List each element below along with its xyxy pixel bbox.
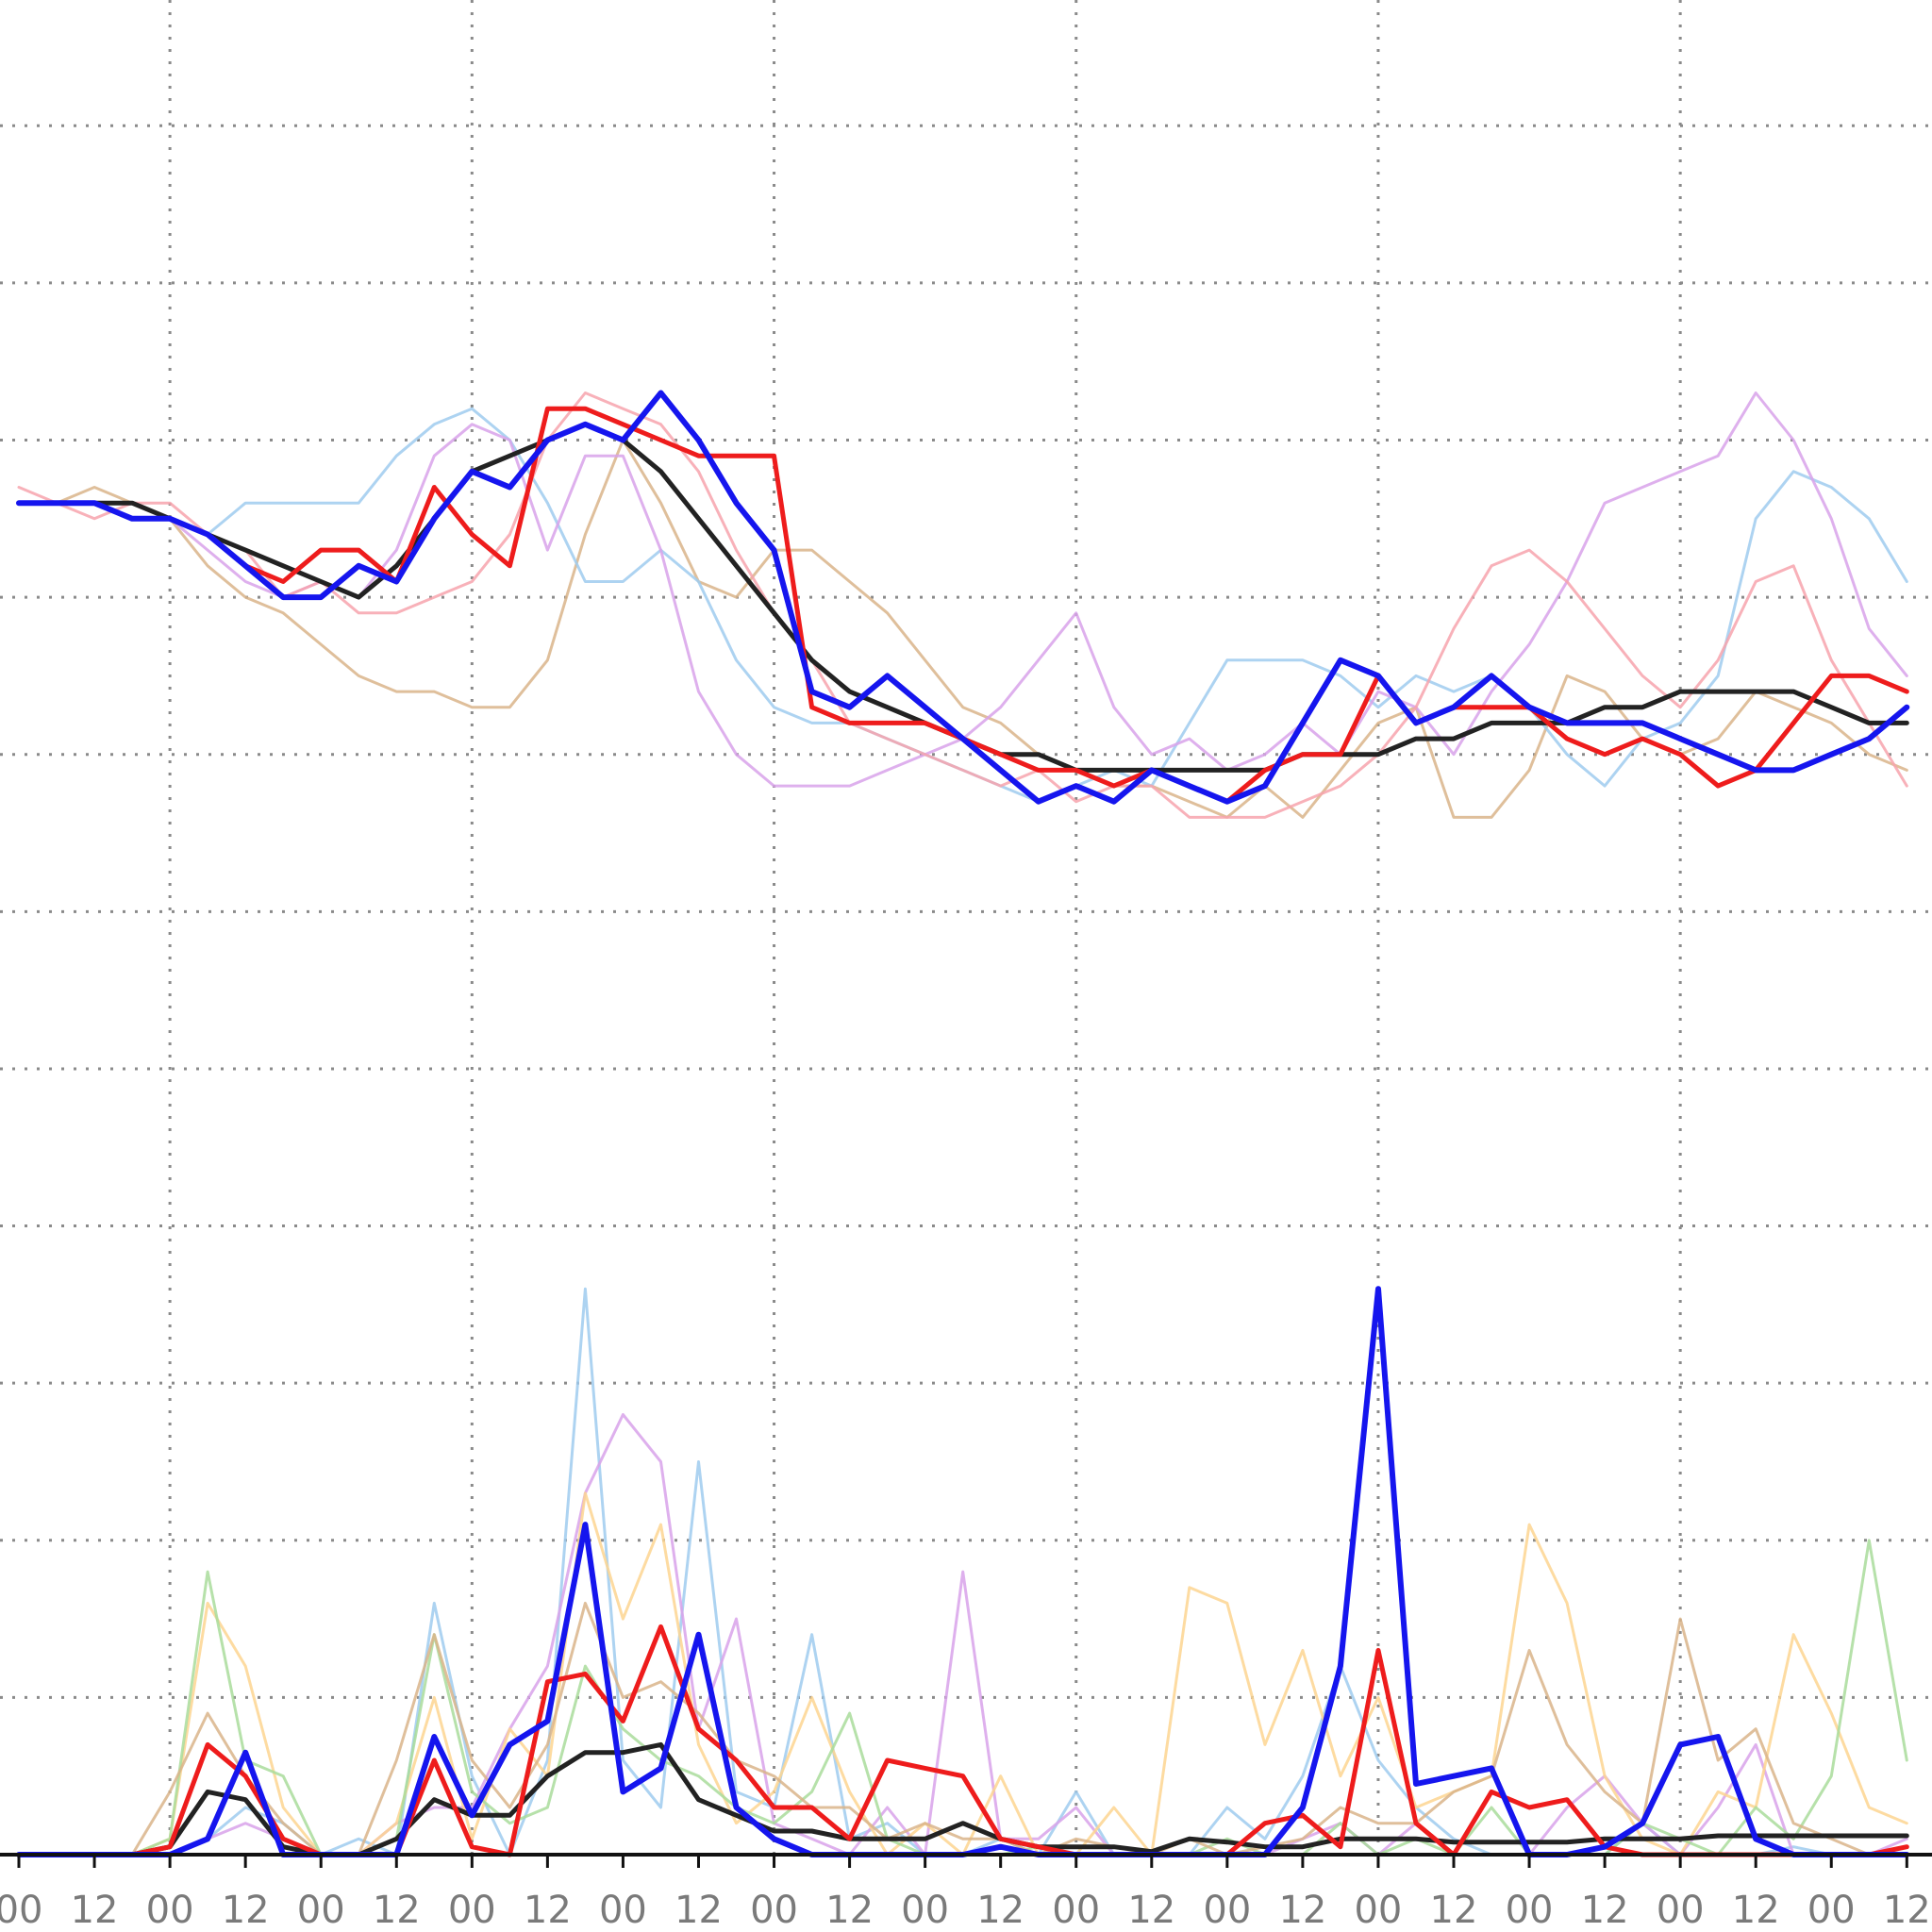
series-line [17,407,1908,804]
series-line [16,1624,1909,1857]
x-tick-label: 12 [1127,1889,1175,1932]
x-tick-label: 12 [373,1889,421,1932]
x-tick-label: 00 [1657,1889,1705,1932]
x-tick-label: 12 [1278,1889,1326,1932]
x-tick-label: 00 [448,1889,496,1932]
series-line [17,439,1908,819]
x-tick-label: 12 [1732,1889,1780,1932]
x-tick-label: 12 [976,1889,1024,1932]
x-tick-label: 00 [750,1889,798,1932]
x-tick-label: 00 [1506,1889,1554,1932]
series-line [17,1413,1908,1857]
x-tick-label: 12 [222,1889,270,1932]
x-tick-label: 00 [297,1889,345,1932]
x-tick-label: 00 [901,1889,949,1932]
x-tick-label: 12 [1883,1889,1931,1932]
x-tick-label: 00 [0,1889,42,1932]
x-tick-label: 12 [1430,1889,1478,1932]
x-tick-label: 12 [71,1889,119,1932]
series-line [16,390,1910,805]
x-tick-label: 12 [1581,1889,1629,1932]
x-tick-label: 12 [675,1889,723,1932]
x-tick-label: 00 [1807,1889,1856,1932]
series-line [16,406,1909,805]
x-tick-label: 12 [524,1889,572,1932]
x-tick-label: 00 [599,1889,647,1932]
x-tick-label: 00 [1203,1889,1251,1932]
series-line [17,391,1908,819]
x-tick-label: 00 [1052,1889,1100,1932]
x-tick-label: 12 [825,1889,874,1932]
x-tick-label: 00 [1354,1889,1402,1932]
x-tick-label: 00 [146,1889,194,1932]
